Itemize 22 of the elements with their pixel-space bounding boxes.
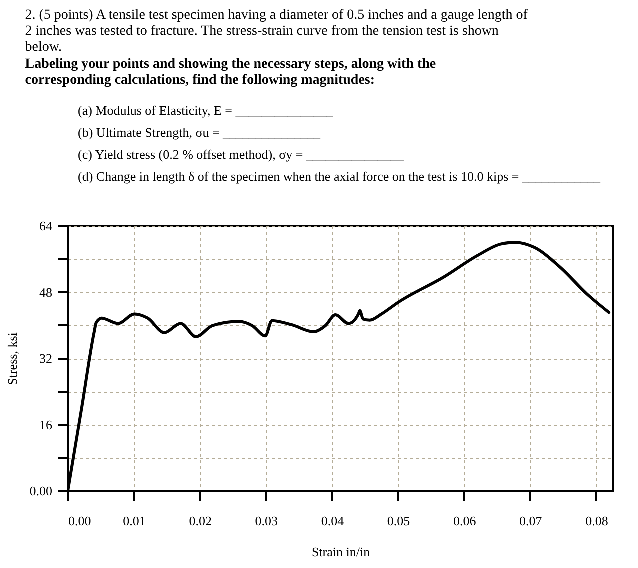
- y-tick-label: 0.00: [30, 484, 52, 498]
- y-tick-label: 32: [40, 351, 52, 366]
- x-axis-title: Strain in/in: [312, 544, 371, 560]
- x-tick-label: 0.02: [189, 514, 212, 528]
- x-tick-label: 0.05: [387, 514, 410, 528]
- y-axis-title: Stress, ksi: [4, 332, 20, 386]
- y-tick-label: 16: [40, 417, 53, 432]
- x-tick-label: 0.06: [453, 514, 477, 528]
- text: (d) Change in length δ of the specimen when the axial force on the test is 10.0 kips = ____________: [78, 169, 602, 184]
- x-tick-label: 0.08: [586, 514, 608, 528]
- text: (a) Modulus of Elasticity, E = _______________: [78, 103, 334, 118]
- y-tick-label: 64: [40, 218, 53, 234]
- chart-subtitle: Labeling your points and showing the necessary steps, along with the corresponding calculations, find the following magnitudes:: [25, 57, 436, 88]
- x-tick-label: 0.00: [68, 514, 92, 528]
- x-tick-label: 0.07: [520, 514, 543, 528]
- x-tick-label: 0.04: [321, 514, 345, 528]
- chart-title: 2. (5 points) A tensile test specimen having a diameter of 0.5 inches and a gauge length of 2 inches was tested to fracture. The stress-strain curve from the tension test is shown below.: [25, 8, 528, 55]
- text: (b) Ultimate Strength, σu = _______________: [78, 125, 322, 140]
- x-tick-label: 0.01: [123, 514, 146, 528]
- x-tick-label: 0.03: [255, 514, 278, 528]
- text: (c) Yield stress (0.2 % offset method), σy = _______________: [78, 147, 404, 162]
- y-tick-label: 48: [40, 284, 52, 300]
